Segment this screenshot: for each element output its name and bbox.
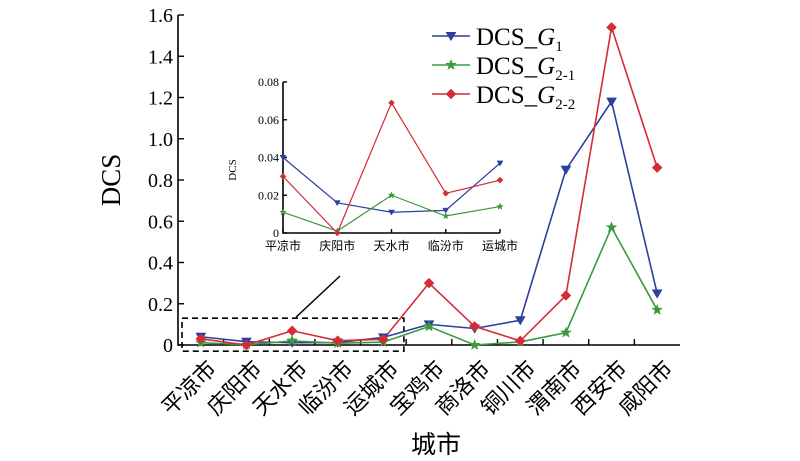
data-point <box>388 99 395 107</box>
inset-x-tick-label: 运城市 <box>482 238 518 253</box>
inset-axes: 0 0.02 0.04 0.06 0.08 平凉市 庆阳市 天水市 临汾市 运城市 <box>258 75 518 253</box>
data-point <box>468 338 481 351</box>
inset-x-tick-label: 天水市 <box>373 238 409 253</box>
data-point <box>387 191 396 199</box>
data-point <box>469 321 480 332</box>
legend-label: DCS_G1 <box>476 24 563 55</box>
y-axis-title: DCS <box>96 154 126 207</box>
inset-y-tick-label: 0.02 <box>258 188 279 202</box>
data-point <box>606 22 617 33</box>
main-series <box>194 22 664 351</box>
data-point <box>241 339 252 351</box>
data-point <box>514 335 526 347</box>
data-point <box>496 160 504 167</box>
y-axis-ticks: 0 0.2 0.4 0.6 0.8 1.0 1.2 1.4 1.6 <box>148 5 184 357</box>
inset-chart: 0 0.02 0.04 0.06 0.08 平凉市 庆阳市 天水市 临汾市 运城市 <box>258 75 518 253</box>
data-point <box>423 320 435 332</box>
data-point <box>286 334 299 346</box>
data-point <box>332 335 344 347</box>
y-tick-label: 0.6 <box>148 211 173 233</box>
y-tick-label: 0.8 <box>148 170 173 192</box>
data-point <box>442 207 450 214</box>
data-point <box>333 200 341 207</box>
data-point <box>279 173 287 180</box>
data-point <box>423 277 435 289</box>
data-point <box>279 155 287 161</box>
zoom-region-box <box>181 317 405 352</box>
data-point <box>279 208 287 216</box>
inset-y-axis-title: DCS <box>227 159 239 180</box>
data-point <box>445 58 457 71</box>
inset-y-tick-label: 0.06 <box>258 113 279 127</box>
inset-y-tick-label: 0 <box>273 226 279 240</box>
y-tick-label: 1.4 <box>148 46 173 68</box>
data-point <box>442 190 450 197</box>
data-point <box>651 303 664 315</box>
data-point <box>441 211 450 220</box>
data-point <box>445 32 457 42</box>
y-tick-label: 1.2 <box>148 88 173 110</box>
zoom-leader-line <box>295 275 341 318</box>
data-point <box>560 290 572 301</box>
data-point <box>651 162 663 173</box>
data-point <box>560 165 572 175</box>
inset-series <box>279 99 504 237</box>
data-point <box>496 202 504 210</box>
y-tick-label: 0 <box>163 335 173 357</box>
data-point <box>286 325 298 337</box>
x-axis-title: 城市 <box>411 430 461 459</box>
data-point <box>605 221 618 233</box>
data-point <box>514 316 526 326</box>
y-tick-label: 0.2 <box>148 294 173 316</box>
inset-background <box>283 82 500 233</box>
data-point <box>388 209 395 216</box>
data-point <box>559 326 572 338</box>
y-tick-label: 0.4 <box>148 253 173 275</box>
inset-x-tick-label: 庆阳市 <box>319 238 355 253</box>
y-tick-label: 1.6 <box>148 5 173 27</box>
data-point <box>378 333 389 345</box>
data-point <box>651 289 663 299</box>
legend-label: DCS_G2-2 <box>476 82 575 113</box>
y-tick-label: 1.0 <box>148 129 173 151</box>
inset-x-tick-label: 平凉市 <box>265 238 301 253</box>
inset-y-tick-label: 0.08 <box>258 75 279 89</box>
zoom-region <box>181 275 405 352</box>
data-point <box>195 333 207 345</box>
inset-x-tick-label: 临汾市 <box>428 238 464 253</box>
data-point <box>333 229 341 237</box>
data-point <box>445 88 457 100</box>
inset-y-tick-label: 0.04 <box>258 151 279 165</box>
legend-label: DCS_G2-1 <box>476 53 575 84</box>
data-point <box>606 97 617 107</box>
data-point <box>496 176 504 184</box>
